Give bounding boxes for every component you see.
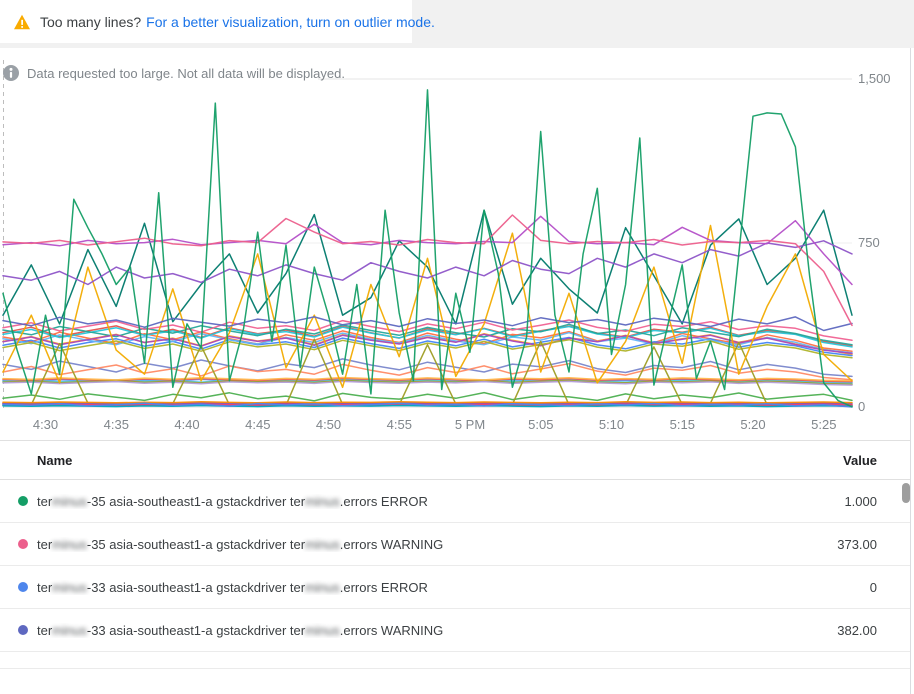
series-name: terminus-33 asia-southeast1-a gstackdriv… [37, 622, 444, 638]
x-tick-label: 5 PM [455, 417, 485, 432]
series-color-dot [18, 539, 28, 549]
x-tick-label: 4:45 [245, 417, 270, 432]
series-value: 0 [869, 579, 877, 595]
x-tick-label: 5:15 [670, 417, 695, 432]
legend-row[interactable]: terminus-33 asia-southeast1-a gstackdriv… [0, 566, 910, 609]
too-many-lines-alert: Too many lines? For a better visualizati… [0, 0, 435, 43]
chart-line [2, 376, 853, 382]
y-tick-label: 0 [858, 399, 865, 414]
redacted-text: minus [52, 493, 87, 509]
chart-line [2, 224, 853, 389]
chart-line [2, 215, 853, 286]
chart-line [2, 323, 853, 346]
x-tick-label: 4:40 [174, 417, 199, 432]
legend-rows-container: terminus-35 asia-southeast1-a gstackdriv… [0, 480, 910, 652]
chart-line [2, 336, 853, 357]
redacted-text: minus [305, 579, 340, 595]
x-tick-label: 5:05 [528, 417, 553, 432]
x-tick-label: 5:25 [811, 417, 836, 432]
chart-line [2, 379, 853, 386]
chart-line [2, 209, 853, 325]
series-name: terminus-33 asia-southeast1-a gstackdriv… [37, 579, 428, 595]
chart-line [2, 391, 853, 402]
redacted-text: minus [305, 493, 340, 509]
chart-line [2, 401, 853, 404]
series-name: terminus-35 asia-southeast1-a gstackdriv… [37, 493, 428, 509]
data-too-large-notice: Data requested too large. Not all data w… [3, 65, 345, 81]
chart-card: Data requested too large. Not all data w… [0, 48, 914, 440]
info-icon [3, 65, 19, 81]
x-tick-label: 5:20 [740, 417, 765, 432]
series-value: 373.00 [837, 536, 877, 552]
x-tick-label: 4:50 [316, 417, 341, 432]
x-tick-label: 4:30 [33, 417, 58, 432]
alert-text: Too many lines? [40, 13, 142, 30]
redacted-text: minus [305, 536, 340, 552]
chart-line [2, 402, 853, 408]
value-column-header: Value [843, 452, 877, 468]
chart-line [2, 380, 853, 386]
chart-line [2, 316, 853, 332]
legend-row[interactable]: terminus-35 asia-southeast1-a gstackdriv… [0, 523, 910, 566]
series-name: terminus-35 asia-southeast1-a gstackdriv… [37, 536, 444, 552]
x-tick-label: 5:10 [599, 417, 624, 432]
redacted-text: minus [52, 536, 87, 552]
legend-header-row: Name Value [0, 441, 910, 480]
chart-line [2, 240, 853, 286]
redacted-text: minus [52, 579, 87, 595]
chart-line [2, 333, 853, 355]
legend-table: Name Value terminus-35 asia-southeast1-a… [0, 440, 910, 669]
redacted-text: minus [305, 622, 340, 638]
legend-scrollbar-thumb[interactable] [902, 483, 910, 503]
series-value: 382.00 [837, 622, 877, 638]
legend-row-partial [0, 652, 910, 669]
legend-row[interactable]: terminus-33 asia-southeast1-a gstackdriv… [0, 609, 910, 652]
redacted-text: minus [52, 622, 87, 638]
series-color-dot [18, 625, 28, 635]
y-tick-label: 1,500 [858, 71, 891, 86]
legend-row[interactable]: terminus-35 asia-southeast1-a gstackdriv… [0, 480, 910, 523]
chart-line [2, 325, 853, 348]
card-right-border [910, 48, 911, 694]
name-column-header: Name [37, 452, 73, 468]
chart-line [2, 89, 853, 408]
series-value: 1.000 [844, 493, 877, 509]
chart-line [2, 319, 853, 342]
x-tick-label: 4:55 [387, 417, 412, 432]
warning-icon [14, 14, 30, 29]
chart-line [2, 377, 853, 383]
series-color-dot [18, 582, 28, 592]
chart-line [2, 214, 853, 327]
notice-text: Data requested too large. Not all data w… [27, 65, 345, 81]
series-color-dot [18, 496, 28, 506]
y-tick-label: 750 [858, 235, 880, 250]
x-tick-label: 4:35 [104, 417, 129, 432]
outlier-mode-link[interactable]: For a better visualization, turn on outl… [146, 13, 435, 30]
chart-plot[interactable]: 1,500 750 0 4:30 4:35 4:40 4:45 4:50 4:55 5 PM 5:0… [0, 48, 914, 440]
